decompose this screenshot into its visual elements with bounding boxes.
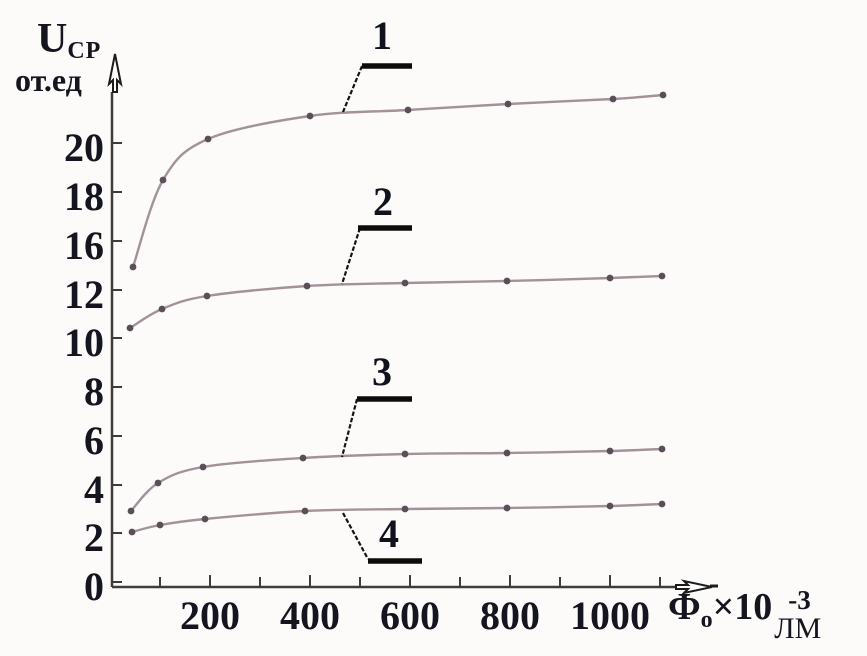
x-axis-unit-block: -3 ЛМ <box>774 585 822 646</box>
curve-3-data-point <box>199 463 207 471</box>
curve-2-data-point <box>203 292 211 300</box>
x-axis-symbol-letter: Ф <box>668 586 701 628</box>
curve-4-data-point <box>201 515 209 523</box>
y-axis-unit-label: от.ед <box>15 62 82 98</box>
y-tick-label: 20 <box>64 125 104 170</box>
curve-1-data-point <box>159 176 167 184</box>
curve-2-data-point <box>126 324 134 332</box>
x-axis-title: Фо ×10 -3 ЛМ <box>668 585 822 646</box>
curve-3-data-point <box>299 454 307 462</box>
x-axis-symbol-subscript: о <box>700 607 713 633</box>
x-tick-label: 1000 <box>570 593 650 638</box>
curve-4-data-point <box>156 521 164 529</box>
curve-3-data-point <box>606 447 614 455</box>
curve-3-data-point <box>401 450 409 458</box>
x-tick-label: 800 <box>480 593 540 638</box>
curve-label-1: 1 <box>372 13 392 58</box>
curve-4-data-point <box>401 505 409 513</box>
y-tick-label: 6 <box>84 418 104 463</box>
y-axis-title: UСР <box>37 18 101 63</box>
curve-4-data-point <box>658 500 666 508</box>
curve-4-data-point <box>128 528 136 536</box>
y-axis-symbol: U <box>37 16 68 62</box>
x-axis-arrow-icon <box>675 579 713 595</box>
curve-1-leader-line <box>341 65 364 113</box>
curve-label-3: 3 <box>372 349 392 394</box>
x-axis-unit-label: ЛМ <box>774 612 822 646</box>
curve-1-data-point <box>204 135 212 143</box>
x-axis-multiplier: ×10 <box>712 586 773 628</box>
curve-2-data-point <box>401 279 409 287</box>
x-tick-label: 600 <box>380 593 440 638</box>
y-tick-label: 8 <box>84 369 104 414</box>
curve-4-data-point <box>301 507 309 515</box>
curve-2-data-point <box>158 305 166 313</box>
curve-1-data-point <box>129 263 137 271</box>
curve-2-data-point <box>503 277 511 285</box>
y-tick-label: 2 <box>84 515 104 560</box>
curve-1-data-point <box>404 106 412 114</box>
x-axis-exponent: -3 <box>788 585 811 615</box>
curve-3-data-point <box>503 449 511 457</box>
curve-3-data-point <box>658 445 666 453</box>
curve-2-data-point <box>303 282 311 290</box>
curve-1-data-point <box>659 91 667 99</box>
curve-4-leader-line <box>342 512 369 560</box>
curve-4-data-point <box>503 504 511 512</box>
curve-1-data-point <box>504 100 512 108</box>
curve-4-data-point <box>606 502 614 510</box>
curve-3-data-point <box>154 479 162 487</box>
curve-label-2: 2 <box>373 179 393 224</box>
curve-1-data-point <box>609 95 617 103</box>
curve-1-line <box>131 93 665 269</box>
y-tick-label: 18 <box>64 174 104 219</box>
curve-label-4: 4 <box>379 511 399 556</box>
y-tick-label: 16 <box>64 223 104 268</box>
y-axis-symbol-subscript: СР <box>67 38 102 64</box>
y-tick-label: 0 <box>84 564 104 609</box>
curve-4-line <box>130 502 664 534</box>
y-tick-label: 4 <box>84 467 104 512</box>
x-tick-label: 200 <box>180 593 240 638</box>
x-axis-symbol: Фо <box>668 588 713 632</box>
curve-2-line <box>128 274 664 330</box>
curve-2-data-point <box>658 272 666 280</box>
curve-2-data-point <box>606 274 614 282</box>
curve-3-leader-line <box>340 398 359 458</box>
y-axis-arrow-icon <box>107 53 123 93</box>
curve-1-data-point <box>306 112 314 120</box>
x-tick-label: 400 <box>280 593 340 638</box>
curve-3-line <box>129 447 664 513</box>
curve-2-leader-line <box>340 227 362 285</box>
y-tick-label: 10 <box>64 320 104 365</box>
curve-3-data-point <box>127 507 135 515</box>
y-tick-label: 12 <box>64 272 104 317</box>
